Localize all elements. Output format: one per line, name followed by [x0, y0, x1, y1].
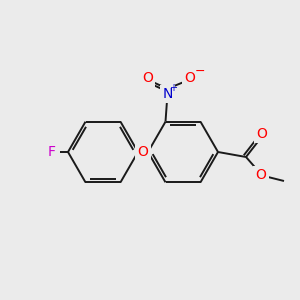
Text: N: N	[162, 87, 173, 101]
Text: +: +	[169, 83, 178, 93]
Text: O: O	[184, 71, 195, 85]
Text: O: O	[138, 145, 148, 159]
Text: −: −	[194, 65, 205, 78]
Text: O: O	[256, 168, 266, 182]
Text: F: F	[48, 145, 56, 159]
Text: O: O	[256, 127, 267, 141]
Text: O: O	[142, 71, 153, 85]
